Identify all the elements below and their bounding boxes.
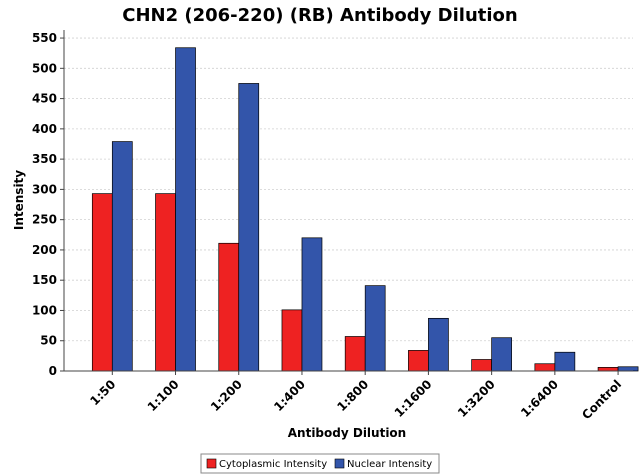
y-tick-label: 300 [32, 182, 57, 196]
y-tick-label: 0 [49, 364, 57, 378]
y-tick-label: 500 [32, 61, 57, 75]
bar-nuclear [238, 83, 260, 372]
y-tick-label: 200 [32, 243, 57, 257]
y-tick-label: 350 [32, 152, 57, 166]
legend-label-cytoplasmic: Cytoplasmic Intensity [219, 459, 327, 470]
x-tick-label: 1:6400 [518, 377, 561, 420]
x-tick-label: 1:1600 [392, 377, 435, 420]
y-tick-label: 250 [32, 213, 57, 227]
bar-cytoplasmic [155, 193, 176, 372]
bar-nuclear [175, 47, 196, 372]
bar-nuclear [301, 237, 323, 372]
bar-nuclear [554, 351, 576, 372]
bar-cytoplasmic [218, 242, 240, 372]
x-tick-label: 1:50 [87, 377, 118, 408]
x-tick-label: 1:400 [271, 377, 308, 414]
y-tick-label: 400 [32, 122, 57, 136]
x-tick-label: 1:200 [208, 377, 245, 414]
y-tick-label: 100 [32, 303, 57, 317]
y-axis-label: Intensity [12, 170, 26, 230]
y-tick-label: 150 [32, 273, 57, 287]
bar-cytoplasmic [281, 309, 303, 372]
bar-nuclear [428, 317, 449, 372]
legend-border [200, 453, 440, 474]
bar-cytoplasmic [408, 350, 429, 372]
x-tick-label: 1:100 [145, 377, 182, 414]
bar-nuclear [364, 285, 386, 372]
legend: Cytoplasmic Intensity Nuclear Intensity [200, 453, 440, 474]
x-tick-label: 1:3200 [455, 377, 498, 420]
x-tick-label: Control [579, 377, 624, 422]
bar-cytoplasmic [534, 363, 556, 372]
bar-nuclear [491, 337, 512, 372]
bar-nuclear [111, 141, 133, 372]
legend-label-nuclear: Nuclear Intensity [347, 459, 432, 470]
y-tick-label: 50 [40, 334, 57, 348]
bar-cytoplasmic [471, 359, 492, 372]
bar-nuclear [617, 366, 639, 372]
x-axis-label: Antibody Dilution [288, 426, 406, 440]
legend-swatch-nuclear [334, 458, 345, 469]
y-tick-label: 550 [32, 31, 57, 45]
x-tick-labels: 1:50 1:100 1:200 1:400 1:800 1:1600 1:3200 1:64… [87, 377, 624, 422]
bar-cytoplasmic [91, 193, 113, 372]
bars [91, 47, 639, 372]
chart-title: CHN2 (206-220) (RB) Antibody Dilution [122, 5, 517, 26]
y-tick-label: 450 [32, 92, 57, 106]
axes [60, 30, 633, 375]
gridlines [64, 37, 633, 342]
bar-cytoplasmic [344, 336, 366, 372]
x-tick-label: 1:800 [334, 377, 371, 414]
legend-swatch-cytoplasmic [206, 458, 217, 469]
bar-cytoplasmic [597, 367, 619, 372]
y-tick-labels: 0 50 100 150 200 250 300 350 400 450 500 550 [32, 31, 57, 378]
